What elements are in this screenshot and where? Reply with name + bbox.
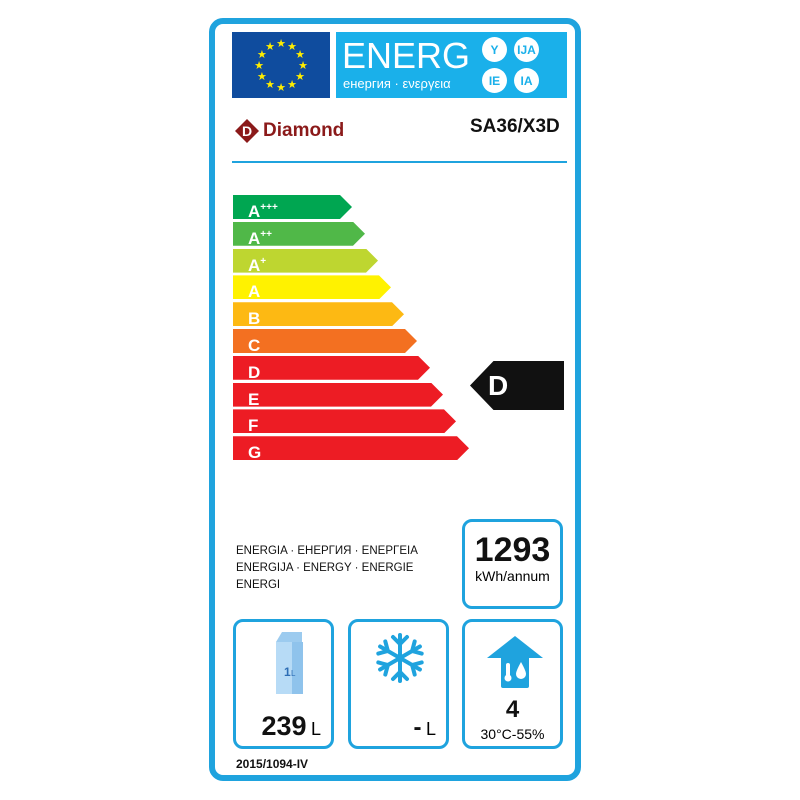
chilled-volume-value: 239 bbox=[261, 711, 307, 741]
class-letter: D bbox=[248, 362, 261, 382]
energy-class-bar: F bbox=[233, 409, 456, 436]
regulation-number: 2015/1094-IV bbox=[236, 757, 309, 771]
suffix-y: Y bbox=[482, 37, 507, 62]
climate-class-box: 4 30°C-55% bbox=[462, 619, 563, 749]
energy-class-bar: E bbox=[233, 382, 443, 409]
brand-logo: D Diamond bbox=[234, 118, 344, 144]
energy-words-line: ENERGI bbox=[236, 579, 281, 591]
suffix-ie: IE bbox=[482, 68, 507, 93]
brand-name: Diamond bbox=[263, 120, 345, 141]
model-number: SA36/X3D bbox=[470, 116, 560, 137]
climate-conditions: 30°C-55% bbox=[480, 726, 545, 742]
class-letter: A bbox=[248, 255, 261, 275]
energy-words: ENERGIA · ЕНЕРГИЯ · ΕΝΕΡΓΕΙΑ ENERGIJA · … bbox=[236, 543, 418, 594]
star-icon: ★ bbox=[265, 78, 275, 91]
class-letter: E bbox=[248, 389, 260, 409]
consumption-unit: kWh/annum bbox=[475, 568, 550, 584]
divider bbox=[232, 161, 567, 163]
energy-class-bar: C bbox=[233, 329, 417, 353]
energy-class-bar: A+ bbox=[233, 248, 378, 275]
energy-class-bar: D bbox=[233, 355, 430, 382]
svg-text:L: L bbox=[291, 669, 296, 678]
eu-stars-icon: ★ ★★★★★★★★★★★ bbox=[254, 37, 308, 94]
energy-header: ENERG енергия · ενεργεια Y IJA IE IA bbox=[336, 32, 567, 98]
consumption-value: 1293 bbox=[474, 531, 551, 569]
class-letter: A bbox=[248, 228, 261, 248]
energy-class-bar: A bbox=[233, 275, 391, 302]
frozen-volume-value: - bbox=[413, 714, 422, 741]
energy-class-bar: G bbox=[233, 436, 469, 463]
star-icon: ★ bbox=[295, 48, 305, 61]
star-icon: ★ bbox=[254, 59, 264, 72]
energy-subtitle: енергия · ενεργεια bbox=[343, 76, 451, 91]
class-letter: A bbox=[248, 282, 261, 302]
carton-label: 1 bbox=[284, 665, 291, 679]
consumption-box: 1293 kWh/annum bbox=[462, 519, 563, 609]
energy-words-line: ENERGIJA · ENERGY · ENERGIE bbox=[236, 562, 414, 574]
suffix-ia: IA bbox=[514, 68, 539, 93]
frozen-volume-box: - L bbox=[348, 619, 449, 749]
snowflake-icon bbox=[374, 633, 426, 683]
suffix-ija: IJA bbox=[514, 37, 539, 62]
class-letter: C bbox=[248, 336, 261, 355]
energy-class-bar: A++ bbox=[233, 221, 365, 248]
class-letter: F bbox=[248, 416, 259, 436]
class-letter: G bbox=[248, 443, 262, 463]
class-letter: B bbox=[248, 309, 261, 329]
star-icon: ★ bbox=[265, 40, 275, 53]
chilled-volume-unit: L bbox=[310, 719, 321, 739]
energy-words-line: ENERGIA · ЕНЕРГИЯ · ΕΝΕΡΓΕΙΑ bbox=[236, 545, 418, 557]
class-plus: ++ bbox=[260, 228, 272, 240]
star-icon: ★ bbox=[287, 78, 297, 91]
star-icon: ★ bbox=[295, 70, 305, 83]
svg-text:D: D bbox=[242, 123, 252, 139]
energy-title: ENERG bbox=[342, 35, 471, 76]
class-plus: + bbox=[260, 255, 267, 267]
frozen-volume-unit: L bbox=[425, 719, 436, 739]
star-icon: ★ bbox=[276, 81, 286, 94]
diamond-logo-icon: D bbox=[235, 119, 259, 143]
class-letter: A bbox=[248, 202, 261, 221]
climate-class-value: 4 bbox=[505, 696, 520, 723]
house-climate-icon bbox=[487, 636, 543, 688]
label-frame bbox=[209, 18, 581, 781]
star-icon: ★ bbox=[298, 59, 308, 72]
energy-class-bar: B bbox=[233, 302, 404, 329]
star-icon: ★ bbox=[287, 40, 297, 53]
star-icon: ★ bbox=[257, 70, 267, 83]
class-plus: +++ bbox=[260, 202, 278, 213]
energy-class-bar: A+++ bbox=[233, 195, 352, 219]
eu-flag: ★ ★ ★ ★ ★ ★ ★ ★ ★ ★ ★ ★ bbox=[232, 32, 330, 98]
star-icon: ★ bbox=[276, 37, 286, 50]
star-icon: ★ bbox=[257, 48, 267, 61]
